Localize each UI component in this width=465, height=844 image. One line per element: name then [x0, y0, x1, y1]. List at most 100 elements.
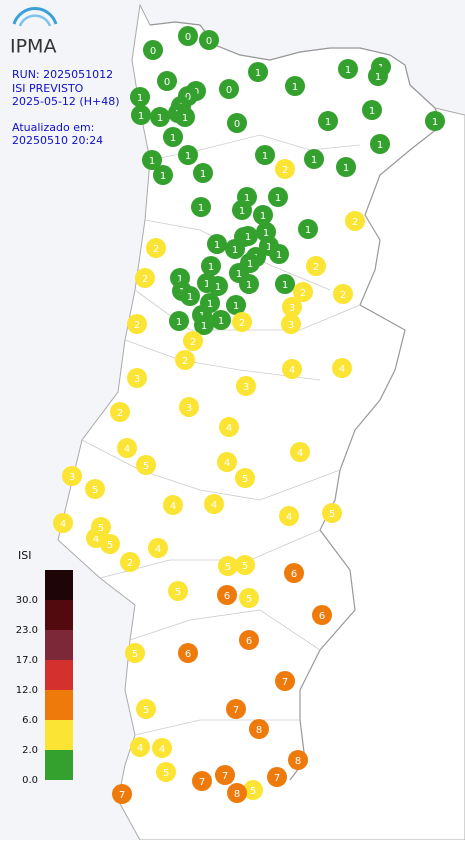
- station-value: 1: [311, 155, 317, 166]
- station-value: 1: [233, 301, 239, 312]
- station-value: 1: [201, 321, 207, 332]
- legend-label: 0.0: [22, 775, 38, 786]
- station-value: 5: [163, 768, 169, 779]
- station-value: 1: [204, 279, 210, 290]
- station-marker: [175, 350, 195, 370]
- station-marker: [243, 780, 263, 800]
- station-marker: [217, 452, 237, 472]
- station-marker: [255, 145, 275, 165]
- station-value: 1: [345, 65, 351, 76]
- station-value: 1: [177, 274, 183, 285]
- logo-arc: [18, 14, 52, 27]
- station-value: 2: [127, 558, 133, 569]
- station-value: 2: [134, 320, 140, 331]
- station-value: 1: [275, 193, 281, 204]
- station-marker: [127, 314, 147, 334]
- station-value: 5: [225, 562, 231, 573]
- station-value: 1: [375, 72, 381, 83]
- station-value: 3: [289, 303, 295, 314]
- station-value: 4: [286, 512, 292, 523]
- station-marker: [281, 314, 301, 334]
- legend-label: 2.0: [22, 745, 38, 756]
- station-value: 1: [236, 269, 242, 280]
- station-marker: [275, 274, 295, 294]
- legend-swatch: [45, 750, 73, 780]
- station-value: 4: [339, 364, 345, 375]
- station-marker: [178, 145, 198, 165]
- station-value: 5: [246, 594, 252, 605]
- station-marker: [362, 100, 382, 120]
- product: ISI PREVISTO: [12, 82, 84, 95]
- legend-label: 12.0: [16, 685, 38, 696]
- legend-swatch: [45, 720, 73, 750]
- station-value: 6: [246, 636, 252, 647]
- station-value: 1: [160, 171, 166, 182]
- station-value: 2: [182, 356, 188, 367]
- station-marker: [193, 163, 213, 183]
- station-value: 4: [155, 544, 161, 555]
- station-marker: [192, 771, 212, 791]
- station-marker: [268, 187, 288, 207]
- station-marker: [275, 671, 295, 691]
- station-value: 1: [263, 228, 269, 239]
- station-marker: [179, 397, 199, 417]
- station-value: 0: [164, 77, 170, 88]
- station-marker: [199, 30, 219, 50]
- station-value: 4: [224, 458, 230, 469]
- station-marker: [178, 643, 198, 663]
- station-value: 0: [185, 32, 191, 43]
- station-value: 4: [60, 519, 66, 530]
- station-marker: [282, 359, 302, 379]
- run: RUN: 2025051012: [12, 68, 113, 81]
- station-marker: [217, 585, 237, 605]
- station-marker: [207, 234, 227, 254]
- station-value: 1: [292, 82, 298, 93]
- station-value: 1: [239, 206, 245, 217]
- station-marker: [239, 630, 259, 650]
- station-marker: [169, 311, 189, 331]
- station-marker: [136, 455, 156, 475]
- station-marker: [227, 783, 247, 803]
- station-value: 2: [313, 262, 319, 273]
- station-value: 7: [282, 677, 288, 688]
- station-marker: [232, 312, 252, 332]
- station-marker: [239, 274, 259, 294]
- legend-swatch: [45, 600, 73, 630]
- station-value: 2: [352, 217, 358, 228]
- station-marker: [91, 517, 111, 537]
- station-value: 6: [291, 569, 297, 580]
- station-value: 2: [239, 318, 245, 329]
- station-value: 1: [432, 117, 438, 128]
- station-value: 1: [245, 232, 251, 243]
- station-value: 1: [255, 68, 261, 79]
- station-marker: [53, 513, 73, 533]
- station-value: 2: [117, 408, 123, 419]
- logo-arc: [12, 7, 58, 25]
- station-value: 3: [288, 320, 294, 331]
- station-marker: [306, 256, 326, 276]
- station-marker: [269, 244, 289, 264]
- station-value: 5: [175, 587, 181, 598]
- station-value: 1: [305, 225, 311, 236]
- station-value: 0: [185, 92, 191, 103]
- station-value: 1: [325, 117, 331, 128]
- station-value: 8: [256, 725, 262, 736]
- station-marker: [130, 737, 150, 757]
- station-marker: [142, 150, 162, 170]
- station-value: 1: [377, 140, 383, 151]
- station-marker: [239, 588, 259, 608]
- station-marker: [156, 762, 176, 782]
- station-value: 5: [250, 786, 256, 797]
- station-value: 1: [262, 151, 268, 162]
- station-value: 4: [93, 534, 99, 545]
- station-marker: [194, 315, 214, 335]
- station-value: 1: [247, 259, 253, 270]
- station-value: 1: [218, 316, 224, 327]
- legend-swatch: [45, 690, 73, 720]
- station-value: 8: [234, 789, 240, 800]
- station-marker: [112, 784, 132, 804]
- station-value: 1: [260, 211, 266, 222]
- station-marker: [204, 494, 224, 514]
- station-marker: [150, 107, 170, 127]
